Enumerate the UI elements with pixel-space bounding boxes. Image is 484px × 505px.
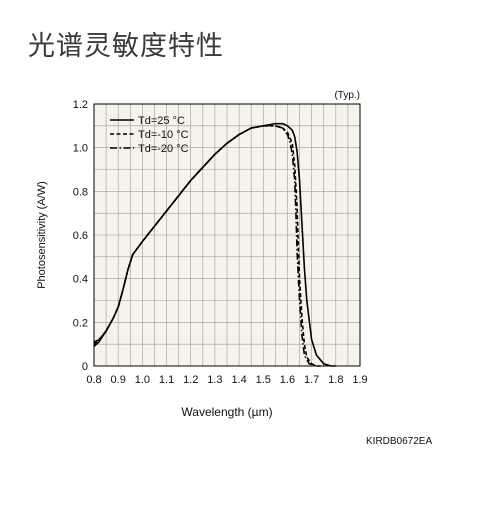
- y-tick-labels: 0 0.2 0.4 0.6 0.8 1.0 1.2: [73, 99, 88, 373]
- x-tick-label: 1.8: [328, 374, 343, 386]
- legend: Td=25 °C Td=-10 °C Td=-20 °C: [110, 115, 189, 155]
- legend-label: Td=25 °C: [138, 115, 185, 127]
- x-tick-label: 1.2: [183, 374, 198, 386]
- x-axis-label: Wavelength (µm): [181, 405, 272, 419]
- y-tick-label: 0.8: [73, 186, 88, 198]
- x-tick-label: 0.9: [111, 374, 126, 386]
- typ-annotation: (Typ.): [334, 90, 360, 101]
- y-axis-label: Photosensitivity (A/W): [36, 181, 48, 289]
- x-tick-label: 1.5: [256, 374, 271, 386]
- y-tick-label: 1.0: [73, 143, 88, 155]
- y-tick-label: 0.6: [73, 230, 88, 242]
- x-tick-label: 1.0: [135, 374, 150, 386]
- y-tick-label: 0: [82, 361, 88, 373]
- x-tick-label: 0.8: [86, 374, 101, 386]
- x-tick-label: 1.6: [280, 374, 295, 386]
- x-tick-label: 1.4: [231, 374, 246, 386]
- y-tick-label: 0.4: [73, 274, 88, 286]
- document-code: KIRDB0672EA: [366, 436, 433, 447]
- series-line-3: [93, 125, 317, 367]
- x-tick-label: 1.3: [207, 374, 222, 386]
- x-tick-label: 1.9: [352, 374, 367, 386]
- x-tick-label: 1.7: [304, 374, 319, 386]
- plot-frame: [93, 103, 361, 367]
- x-tick-label: 1.1: [159, 374, 174, 386]
- grid: [94, 104, 360, 366]
- series-layer: [93, 122, 336, 367]
- y-tick-label: 0.2: [73, 317, 88, 329]
- x-tick-labels: 0.8 0.9 1.0 1.1 1.2 1.3 1.4 1.5 1.6 1.7 1.8 1.9: [86, 374, 367, 386]
- page-title: 光谱灵敏度特性: [28, 31, 224, 62]
- legend-label: Td=-20 °C: [138, 143, 189, 155]
- y-tick-label: 1.2: [73, 99, 88, 111]
- legend-label: Td=-10 °C: [138, 129, 189, 141]
